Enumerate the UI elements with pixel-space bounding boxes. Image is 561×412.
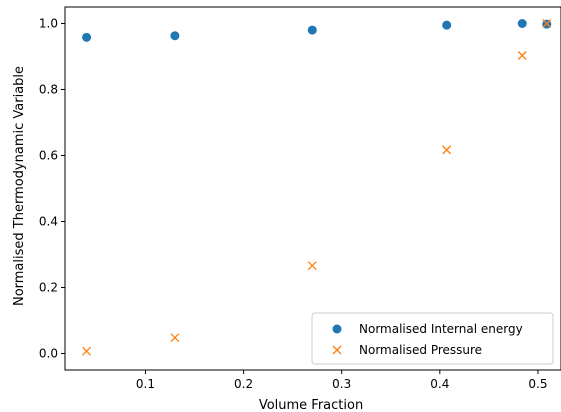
- plot-area: [64, 6, 561, 371]
- internal-energy-point: [517, 19, 527, 28]
- pressure-point: [82, 346, 92, 356]
- legend-marker-internal-energy: [332, 324, 342, 334]
- internal-energy-point: [82, 32, 92, 42]
- y-axis-ticks: 0.0 0.2 0.4 0.6 0.8 1.0: [39, 17, 65, 361]
- pressure-point: [542, 19, 552, 28]
- pressure-point: [517, 51, 527, 60]
- legend-label-pressure: Normalised Pressure: [359, 343, 482, 357]
- y-tick-label: 0.6: [39, 149, 58, 163]
- internal-energy-point: [442, 20, 452, 30]
- pressure-point: [442, 145, 452, 155]
- y-tick-label: 1.0: [39, 17, 58, 31]
- y-axis-label: Normalised Thermodynamic Variable: [12, 66, 27, 306]
- y-tick-label: 0.0: [39, 347, 58, 361]
- legend-marker-pressure: [332, 345, 342, 355]
- y-tick-label: 0.8: [39, 83, 58, 97]
- x-tick-label: 0.1: [136, 377, 155, 391]
- legend-box: [311, 312, 554, 365]
- x-tick-label: 0.3: [332, 377, 351, 391]
- legend-label-internal-energy: Normalised Internal energy: [359, 322, 523, 336]
- internal-energy-point: [170, 31, 180, 41]
- y-tick-label: 0.2: [39, 281, 58, 295]
- legend-x-glyph: [332, 345, 342, 355]
- x-tick-label: 0.2: [234, 377, 253, 391]
- plot-frame: [64, 6, 561, 371]
- legend: Normalised Internal energy Normalised Pr…: [311, 312, 554, 365]
- x-axis-ticks: 0.1 0.2 0.3 0.4 0.5: [136, 370, 547, 391]
- y-tick-label: 0.4: [39, 215, 58, 229]
- internal-energy-point: [307, 25, 317, 35]
- pressure-point: [307, 261, 317, 271]
- pressure-point: [170, 333, 180, 343]
- x-axis-label: Volume Fraction: [259, 398, 363, 412]
- x-tick-label: 0.5: [528, 377, 547, 391]
- data-marks: [82, 19, 552, 356]
- x-tick-label: 0.4: [430, 377, 449, 391]
